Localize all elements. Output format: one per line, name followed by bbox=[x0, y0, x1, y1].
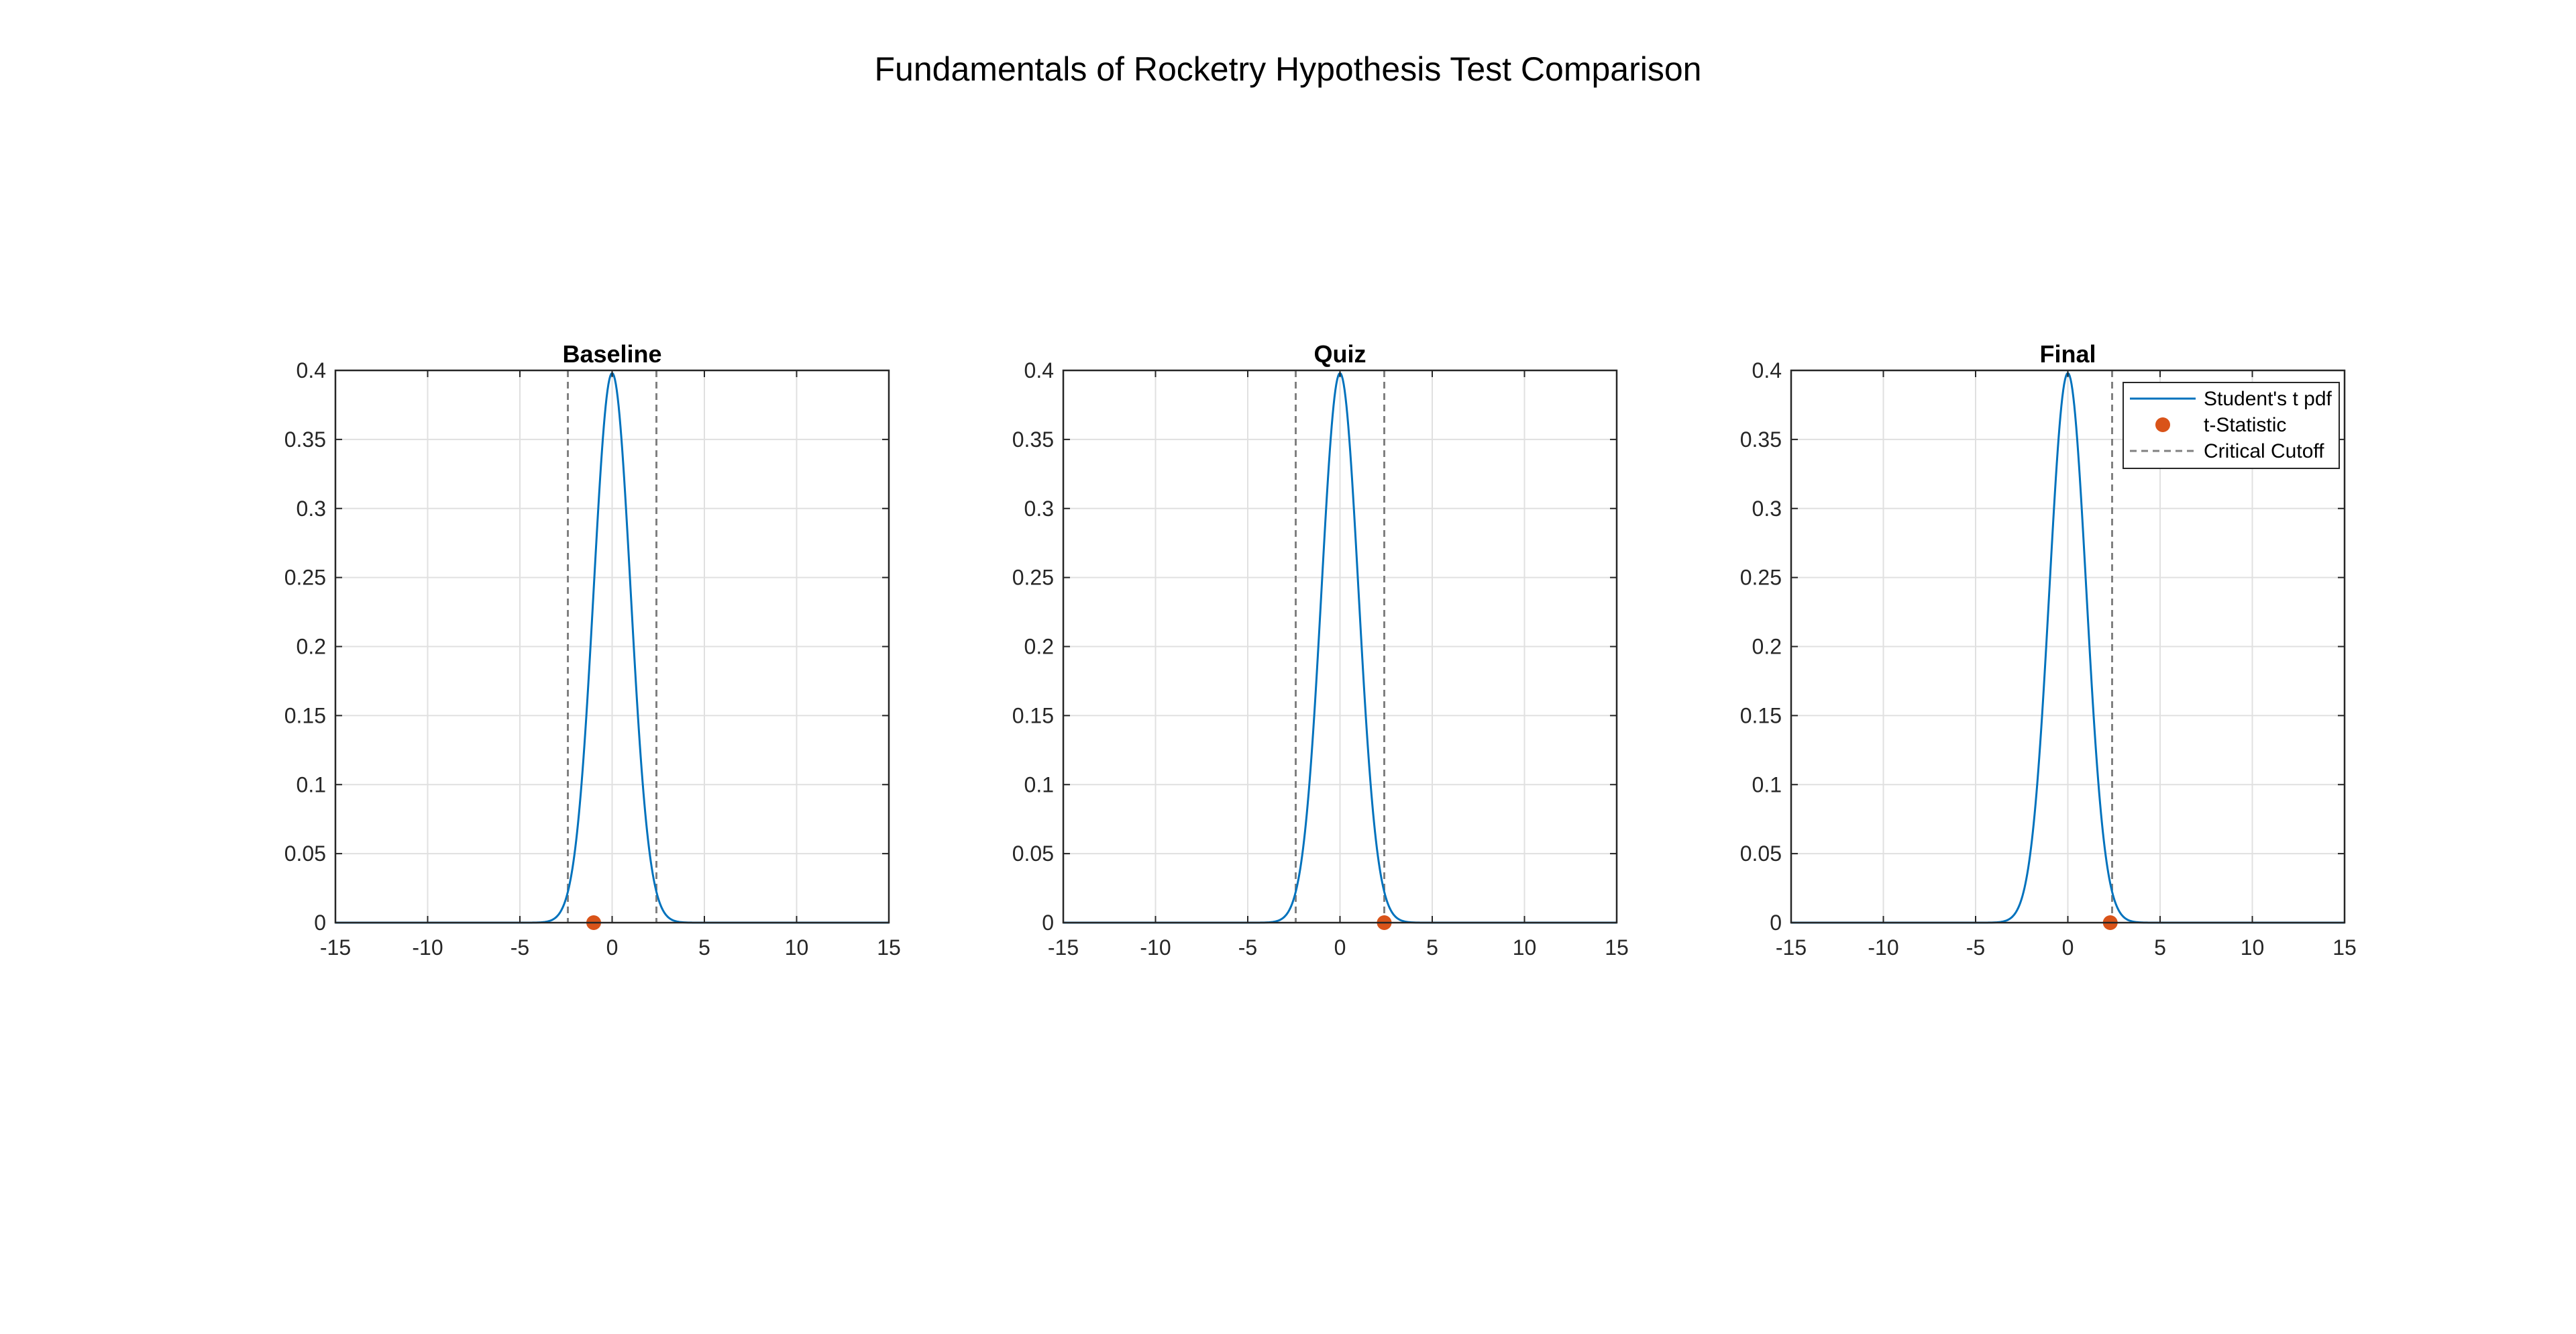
x-tick-label: -5 bbox=[1966, 935, 1985, 960]
y-tick-label: 0.05 bbox=[1740, 841, 1782, 866]
x-tick-label: 10 bbox=[785, 935, 809, 960]
x-tick-label: -5 bbox=[1238, 935, 1257, 960]
x-tick-label: 5 bbox=[2154, 935, 2166, 960]
figure-title: Fundamentals of Rocketry Hypothesis Test… bbox=[875, 50, 1702, 88]
y-tick-label: 0 bbox=[314, 911, 326, 935]
y-tick-label: 0.25 bbox=[1012, 566, 1054, 590]
y-tick-label: 0.35 bbox=[1012, 427, 1054, 452]
x-tick-label: 5 bbox=[698, 935, 710, 960]
x-tick-label: 15 bbox=[877, 935, 901, 960]
y-tick-label: 0.15 bbox=[284, 703, 326, 727]
x-tick-label: 0 bbox=[1334, 935, 1346, 960]
y-tick-label: 0 bbox=[1042, 911, 1054, 935]
subplot-title: Final bbox=[2039, 340, 2096, 368]
subplot-panels: -15 -10 -5 0 5 10 1500.050.10.150.20.250.30.35… bbox=[284, 340, 2357, 960]
legend-entry-label: Student's t pdf bbox=[2204, 388, 2332, 410]
y-tick-label: 0.2 bbox=[1024, 635, 1054, 659]
subplot-final: -15 -10 -5 0 5 10 15 0 0.05 0.1 0.15 0.2 0.25 0.3 0.35… bbox=[1740, 340, 2357, 960]
subplot-title: Baseline bbox=[562, 340, 661, 368]
x-tick-label: -10 bbox=[1868, 935, 1898, 960]
y-tick-label: 0.2 bbox=[1752, 635, 1782, 659]
y-tick-label: 0.35 bbox=[284, 427, 326, 452]
x-tick-label: 10 bbox=[1513, 935, 1537, 960]
x-tick-label: -15 bbox=[1776, 935, 1807, 960]
y-tick-label: 0.3 bbox=[1024, 497, 1054, 521]
y-tick-label: 0.25 bbox=[1740, 566, 1782, 590]
y-tick-label: 0.3 bbox=[1752, 497, 1782, 521]
y-tick-label: 0.05 bbox=[284, 841, 326, 866]
y-tick-label: 0.25 bbox=[284, 566, 326, 590]
y-tick-label: 0.1 bbox=[1752, 772, 1782, 797]
legend-marker-sample bbox=[2155, 417, 2170, 432]
y-tick-label: 0.4 bbox=[1024, 358, 1054, 382]
y-tick-label: 0.15 bbox=[1740, 703, 1782, 727]
x-tick-label: 5 bbox=[1426, 935, 1438, 960]
y-tick-label: 0 bbox=[1770, 911, 1782, 935]
legend-entry-label: t-Statistic bbox=[2204, 414, 2286, 436]
y-tick-label: 0.2 bbox=[297, 635, 326, 659]
x-tick-label: -15 bbox=[320, 935, 351, 960]
y-tick-label: 0.05 bbox=[1012, 841, 1054, 866]
y-tick-label: 0.35 bbox=[1740, 427, 1782, 452]
y-tick-label: 0.15 bbox=[1012, 703, 1054, 727]
x-tick-label: -5 bbox=[511, 935, 529, 960]
y-tick-label: 0.4 bbox=[297, 358, 326, 382]
subplot-title: Quiz bbox=[1314, 340, 1366, 368]
legend: Student's t pdf t-Statistic Critical Cutof… bbox=[2123, 382, 2340, 469]
x-tick-label: 15 bbox=[1605, 935, 1629, 960]
x-tick-label: 0 bbox=[2062, 935, 2074, 960]
x-tick-label: 0 bbox=[606, 935, 619, 960]
x-tick-label: -10 bbox=[1140, 935, 1171, 960]
y-tick-label: 0.1 bbox=[1024, 772, 1054, 797]
y-tick-label: 0.1 bbox=[297, 772, 326, 797]
x-tick-label: -15 bbox=[1048, 935, 1079, 960]
x-tick-label: 10 bbox=[2241, 935, 2265, 960]
y-tick-label: 0.4 bbox=[1752, 358, 1782, 382]
y-tick-label: 0.3 bbox=[297, 497, 326, 521]
x-tick-label: 15 bbox=[2332, 935, 2357, 960]
subplot-baseline: -15 -10 -5 0 5 10 15 0 0.05 0.1 0.15 0.2 0.25 0.3 0.35… bbox=[284, 340, 901, 960]
x-tick-label: -10 bbox=[412, 935, 443, 960]
subplot-quiz: -15 -10 -5 0 5 10 15 0 0.05 0.1 0.15 0.2 0.25 0.3 0.35… bbox=[1012, 340, 1629, 960]
legend-entry-label: Critical Cutoff bbox=[2204, 440, 2324, 462]
